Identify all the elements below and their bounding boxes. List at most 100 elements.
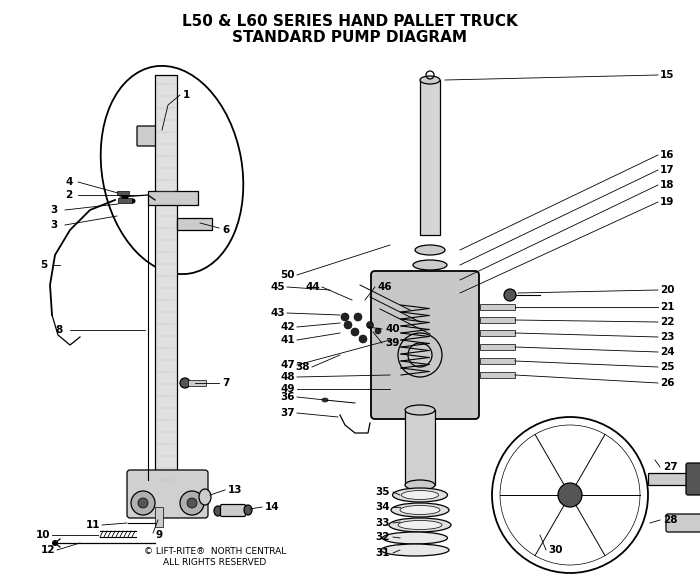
Bar (480, 330, 515, 336)
Circle shape (375, 328, 381, 334)
Text: 34: 34 (375, 502, 390, 512)
Text: © LIFT-RITE®  NORTH CENTRAL
ALL RIGHTS RESERVED: © LIFT-RITE® NORTH CENTRAL ALL RIGHTS RE… (144, 548, 286, 567)
Bar (480, 317, 515, 323)
Text: 2: 2 (65, 190, 72, 200)
FancyBboxPatch shape (220, 504, 246, 517)
Text: 37: 37 (281, 408, 295, 418)
Text: 24: 24 (660, 347, 675, 357)
Circle shape (558, 483, 582, 507)
Ellipse shape (381, 544, 449, 556)
Text: 10: 10 (36, 530, 50, 540)
Text: L50 & L60 SERIES HAND PALLET TRUCK: L50 & L60 SERIES HAND PALLET TRUCK (182, 15, 518, 29)
Text: 49: 49 (281, 384, 295, 394)
Bar (148, 191, 198, 205)
Text: 14: 14 (265, 502, 279, 512)
FancyBboxPatch shape (127, 470, 208, 518)
Text: 22: 22 (660, 317, 675, 327)
Text: 43: 43 (270, 308, 285, 318)
Bar (410, 373, 420, 393)
Bar (405, 410, 435, 485)
Circle shape (131, 491, 155, 515)
Ellipse shape (406, 394, 424, 400)
Circle shape (341, 313, 349, 321)
FancyBboxPatch shape (666, 514, 700, 532)
Text: 50: 50 (281, 270, 295, 280)
FancyBboxPatch shape (686, 463, 700, 495)
Text: 46: 46 (378, 282, 393, 292)
Text: 16: 16 (660, 150, 675, 160)
Text: 47: 47 (280, 360, 295, 370)
Bar (188, 380, 206, 386)
Ellipse shape (401, 373, 429, 381)
Text: 5: 5 (40, 260, 48, 270)
Text: 8: 8 (55, 325, 62, 335)
Circle shape (122, 194, 129, 201)
Bar (155, 75, 177, 490)
Bar (177, 218, 212, 230)
Ellipse shape (199, 489, 211, 505)
Ellipse shape (413, 260, 447, 270)
Bar (480, 372, 515, 378)
Ellipse shape (393, 488, 447, 502)
Ellipse shape (412, 275, 448, 285)
Circle shape (180, 378, 190, 388)
Text: 13: 13 (228, 485, 242, 495)
Text: 21: 21 (660, 302, 675, 312)
Text: 18: 18 (660, 180, 675, 190)
Circle shape (359, 335, 367, 343)
Ellipse shape (322, 398, 328, 402)
Circle shape (504, 289, 516, 301)
Text: 42: 42 (281, 322, 295, 332)
Bar (648, 473, 693, 485)
Text: 25: 25 (660, 362, 675, 372)
Text: 28: 28 (663, 515, 678, 525)
Circle shape (130, 198, 136, 204)
Text: STANDARD PUMP DIAGRAM: STANDARD PUMP DIAGRAM (232, 29, 468, 44)
Text: 17: 17 (660, 165, 675, 175)
Text: 3: 3 (50, 220, 57, 230)
Text: 19: 19 (660, 197, 674, 207)
Text: 6: 6 (222, 225, 230, 235)
Circle shape (351, 328, 359, 336)
Ellipse shape (405, 405, 435, 415)
Text: 9: 9 (155, 530, 162, 540)
Text: 33: 33 (375, 518, 390, 528)
Circle shape (52, 540, 58, 546)
Text: 26: 26 (660, 378, 675, 388)
Circle shape (180, 491, 204, 515)
Bar (480, 304, 515, 310)
Text: 11: 11 (85, 520, 100, 530)
Text: 7: 7 (222, 378, 230, 388)
Text: 39: 39 (385, 338, 400, 348)
Text: 30: 30 (548, 545, 563, 555)
Ellipse shape (398, 521, 442, 529)
Circle shape (344, 321, 352, 329)
Text: 48: 48 (281, 372, 295, 382)
Text: 1: 1 (183, 90, 190, 100)
Text: 41: 41 (281, 335, 295, 345)
Text: 20: 20 (660, 285, 675, 295)
Bar (420, 80, 440, 235)
Ellipse shape (382, 532, 447, 544)
Text: 23: 23 (660, 332, 675, 342)
Text: 36: 36 (281, 392, 295, 402)
Text: 35: 35 (375, 487, 390, 497)
Ellipse shape (415, 291, 445, 299)
Text: 40: 40 (385, 324, 400, 334)
Ellipse shape (389, 518, 451, 532)
FancyBboxPatch shape (137, 126, 164, 146)
Text: 15: 15 (660, 70, 675, 80)
Bar (117, 191, 129, 195)
Ellipse shape (420, 76, 440, 84)
Text: 45: 45 (270, 282, 285, 292)
Circle shape (354, 313, 362, 321)
Bar (118, 198, 132, 203)
Circle shape (138, 498, 148, 508)
FancyBboxPatch shape (371, 271, 479, 419)
Bar (155, 507, 163, 527)
Ellipse shape (415, 245, 445, 255)
Bar (480, 358, 515, 364)
Text: 12: 12 (41, 545, 55, 555)
Ellipse shape (391, 503, 449, 517)
Ellipse shape (404, 386, 426, 393)
